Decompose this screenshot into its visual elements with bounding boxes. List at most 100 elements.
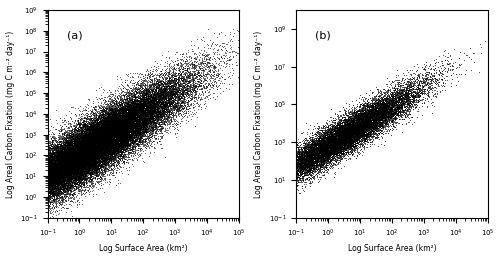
Point	[52, 174, 60, 178]
Point	[78, 170, 86, 174]
Point	[82, 138, 90, 142]
Point	[76, 147, 84, 151]
Point	[196, 60, 204, 64]
Point	[341, 132, 349, 136]
Point	[140, 109, 148, 113]
Point	[326, 145, 334, 149]
Point	[108, 113, 116, 117]
Point	[387, 81, 395, 85]
Point	[304, 154, 312, 158]
Point	[310, 153, 318, 157]
Point	[139, 99, 147, 103]
Point	[76, 146, 84, 150]
Point	[314, 152, 322, 156]
Point	[82, 154, 90, 158]
Point	[120, 128, 128, 132]
Point	[123, 134, 131, 138]
Point	[137, 107, 145, 111]
Point	[312, 147, 320, 151]
Point	[126, 106, 134, 110]
Point	[175, 83, 183, 87]
Point	[44, 181, 52, 185]
Point	[138, 96, 146, 100]
Point	[366, 125, 374, 130]
Point	[44, 174, 52, 178]
Point	[129, 109, 137, 113]
Point	[102, 136, 110, 140]
Point	[58, 171, 66, 175]
Point	[126, 120, 134, 124]
Point	[138, 84, 146, 88]
Point	[44, 153, 52, 157]
Point	[58, 167, 66, 171]
Point	[133, 104, 141, 109]
Point	[392, 107, 400, 111]
Point	[296, 173, 304, 177]
Point	[142, 113, 150, 117]
Point	[106, 145, 114, 149]
Point	[70, 146, 78, 150]
Point	[44, 183, 52, 187]
Point	[148, 100, 156, 104]
Point	[89, 126, 97, 130]
Point	[74, 161, 82, 166]
Point	[98, 160, 106, 164]
Point	[44, 150, 52, 154]
Point	[44, 188, 52, 192]
Point	[44, 152, 52, 156]
Point	[292, 159, 300, 163]
Point	[112, 125, 120, 130]
Point	[116, 136, 124, 140]
Point	[78, 169, 86, 174]
Point	[44, 175, 52, 179]
Point	[74, 121, 82, 126]
Point	[44, 199, 52, 203]
Point	[412, 93, 420, 98]
Point	[78, 164, 86, 169]
Point	[94, 141, 102, 145]
Point	[44, 194, 52, 198]
Point	[321, 136, 329, 140]
Point	[404, 102, 412, 106]
Point	[130, 113, 138, 117]
Point	[70, 188, 78, 192]
Point	[44, 199, 52, 203]
Point	[63, 166, 71, 170]
Point	[84, 154, 92, 158]
Point	[338, 117, 345, 121]
Point	[44, 169, 52, 174]
Point	[154, 127, 162, 132]
Point	[84, 124, 92, 128]
Point	[370, 118, 378, 122]
Point	[44, 174, 52, 178]
Point	[74, 146, 82, 150]
Point	[44, 175, 52, 179]
Point	[95, 144, 103, 148]
Point	[113, 116, 121, 120]
Point	[194, 84, 202, 89]
Point	[44, 192, 52, 196]
Point	[94, 133, 102, 137]
Point	[70, 179, 78, 183]
Point	[292, 151, 300, 155]
Point	[353, 119, 361, 123]
Point	[56, 172, 64, 176]
Point	[112, 127, 120, 131]
Point	[292, 163, 300, 167]
Point	[58, 149, 66, 153]
Point	[70, 146, 78, 150]
Point	[50, 167, 58, 171]
Point	[146, 112, 154, 116]
Point	[52, 163, 60, 167]
Point	[370, 124, 378, 128]
Point	[108, 124, 116, 128]
Point	[94, 141, 102, 145]
Point	[44, 175, 52, 179]
Point	[62, 163, 70, 168]
Point	[144, 72, 152, 76]
Point	[122, 114, 130, 119]
Point	[68, 157, 76, 161]
Point	[81, 172, 89, 177]
Point	[44, 186, 52, 191]
Point	[107, 159, 115, 163]
